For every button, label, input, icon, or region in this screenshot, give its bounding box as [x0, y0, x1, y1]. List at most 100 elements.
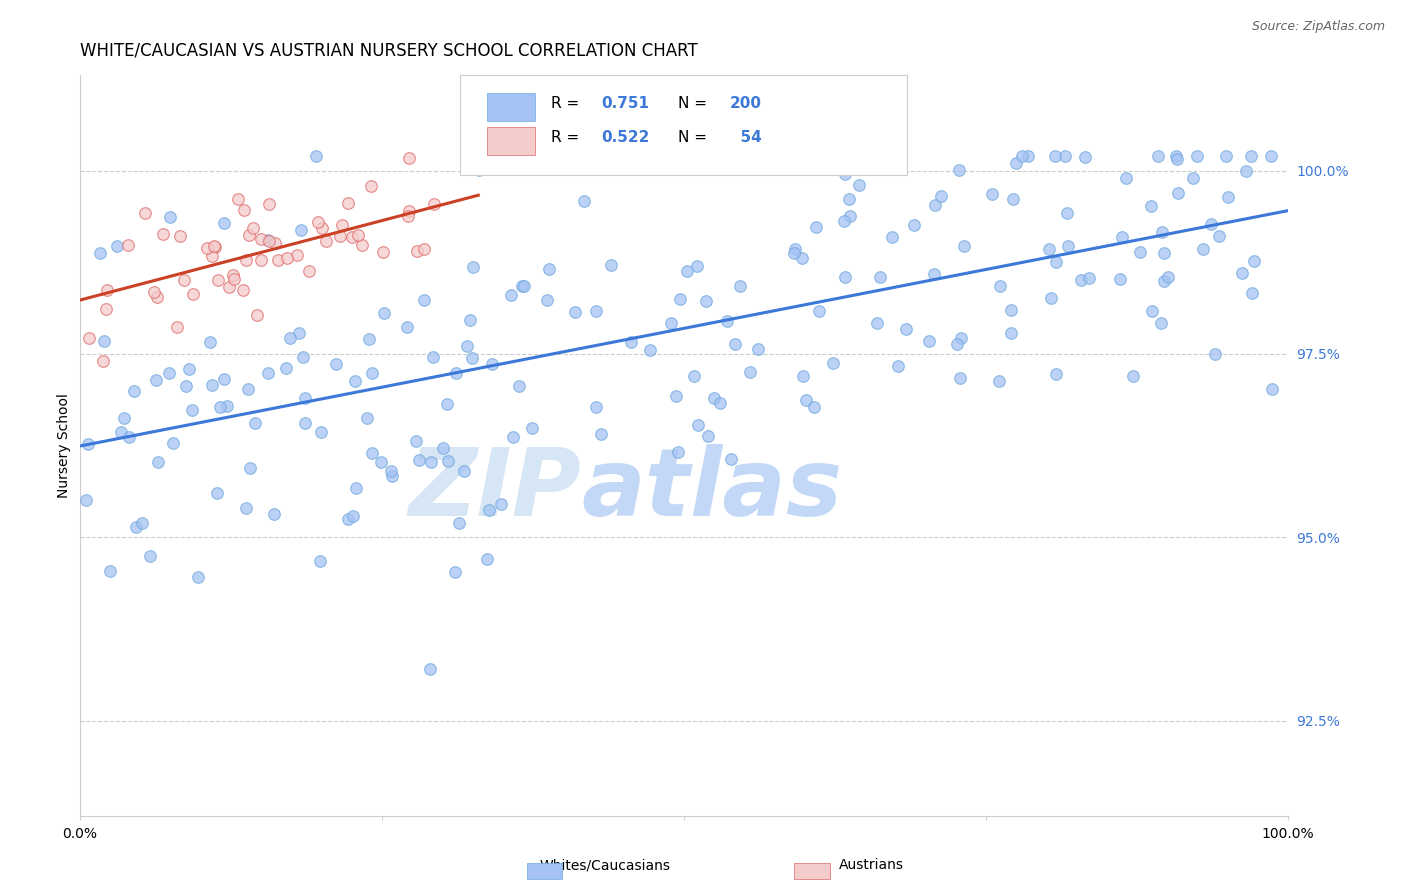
Point — [232, 202, 254, 217]
Point — [468, 162, 491, 177]
Point — [423, 197, 446, 211]
Point — [453, 464, 475, 478]
Point — [117, 238, 139, 252]
Point — [201, 248, 224, 262]
Point — [1043, 149, 1066, 163]
Point — [499, 288, 522, 302]
Point — [325, 357, 347, 371]
Point — [1045, 367, 1067, 381]
Text: 0.522: 0.522 — [602, 130, 650, 145]
Point — [665, 389, 688, 403]
Point — [510, 279, 533, 293]
Point — [686, 259, 709, 273]
Point — [695, 293, 717, 308]
Point — [205, 486, 228, 500]
Point — [138, 549, 160, 563]
Point — [406, 244, 429, 259]
Point — [1056, 206, 1078, 220]
Point — [112, 411, 135, 425]
Point — [436, 397, 458, 411]
Point — [396, 210, 419, 224]
Point — [285, 248, 308, 262]
Point — [347, 227, 370, 242]
Point — [1153, 246, 1175, 260]
Point — [887, 359, 910, 373]
Point — [373, 244, 395, 259]
Point — [1111, 230, 1133, 244]
Point — [481, 358, 503, 372]
Point — [419, 663, 441, 677]
Point — [352, 237, 374, 252]
Point — [336, 512, 359, 526]
Point — [263, 507, 285, 521]
Point — [159, 211, 181, 225]
Point — [1166, 149, 1188, 163]
Point — [396, 319, 419, 334]
Point — [949, 370, 972, 384]
Point — [89, 246, 111, 260]
Point — [456, 339, 478, 353]
Point — [294, 391, 316, 405]
Point — [157, 367, 180, 381]
Point — [953, 239, 976, 253]
Point — [709, 396, 731, 410]
Point — [93, 354, 115, 368]
Point — [257, 233, 280, 247]
Point — [420, 455, 443, 469]
Point — [221, 268, 243, 282]
Point — [838, 210, 860, 224]
Point — [309, 425, 332, 439]
Point — [1053, 149, 1076, 163]
Point — [208, 400, 231, 414]
Point — [432, 441, 454, 455]
Point — [169, 228, 191, 243]
Point — [204, 240, 226, 254]
Point — [124, 520, 146, 534]
Point — [803, 401, 825, 415]
Point — [370, 455, 392, 469]
Text: R =: R = — [551, 130, 583, 145]
Point — [1240, 286, 1263, 301]
FancyBboxPatch shape — [486, 127, 536, 155]
Point — [142, 285, 165, 299]
Text: Whites/Caucasians: Whites/Caucasians — [538, 858, 671, 872]
Text: R =: R = — [551, 95, 583, 111]
Point — [1261, 382, 1284, 396]
Point — [357, 332, 380, 346]
Point — [98, 564, 121, 578]
Point — [792, 368, 814, 383]
Point — [1150, 316, 1173, 330]
Point — [166, 319, 188, 334]
Point — [239, 460, 262, 475]
Point — [360, 366, 382, 380]
Point — [1045, 255, 1067, 269]
Point — [747, 342, 769, 356]
Text: Austrians: Austrians — [839, 858, 904, 872]
Text: 200: 200 — [730, 95, 762, 111]
Point — [821, 356, 844, 370]
Point — [1115, 171, 1137, 186]
Point — [1039, 291, 1062, 305]
Point — [782, 245, 804, 260]
Point — [176, 378, 198, 392]
Point — [444, 566, 467, 580]
Point — [1240, 149, 1263, 163]
Point — [413, 242, 436, 256]
Point — [981, 187, 1004, 202]
Point — [1129, 244, 1152, 259]
Point — [903, 218, 925, 232]
Point — [118, 430, 141, 444]
Point — [173, 273, 195, 287]
Point — [134, 206, 156, 220]
Point — [152, 227, 174, 241]
Point — [183, 287, 205, 301]
Point — [408, 453, 430, 467]
Point — [342, 508, 364, 523]
Point — [162, 436, 184, 450]
Text: 0.751: 0.751 — [602, 95, 650, 111]
Point — [572, 194, 595, 209]
Point — [373, 306, 395, 320]
Text: WHITE/CAUCASIAN VS AUSTRIAN NURSERY SCHOOL CORRELATION CHART: WHITE/CAUCASIAN VS AUSTRIAN NURSERY SCHO… — [80, 42, 697, 60]
Point — [1152, 225, 1174, 239]
Point — [449, 516, 471, 531]
